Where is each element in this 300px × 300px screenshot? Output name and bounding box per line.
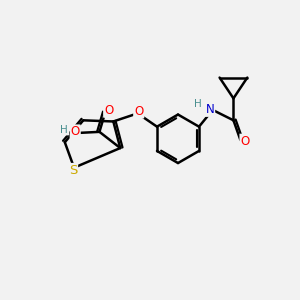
Text: O: O bbox=[70, 125, 80, 138]
Text: S: S bbox=[69, 164, 77, 177]
Text: H: H bbox=[194, 99, 202, 109]
Text: O: O bbox=[134, 105, 143, 118]
Text: O: O bbox=[240, 135, 250, 148]
Text: N: N bbox=[206, 103, 214, 116]
Text: O: O bbox=[104, 104, 113, 117]
Text: H: H bbox=[61, 124, 68, 135]
